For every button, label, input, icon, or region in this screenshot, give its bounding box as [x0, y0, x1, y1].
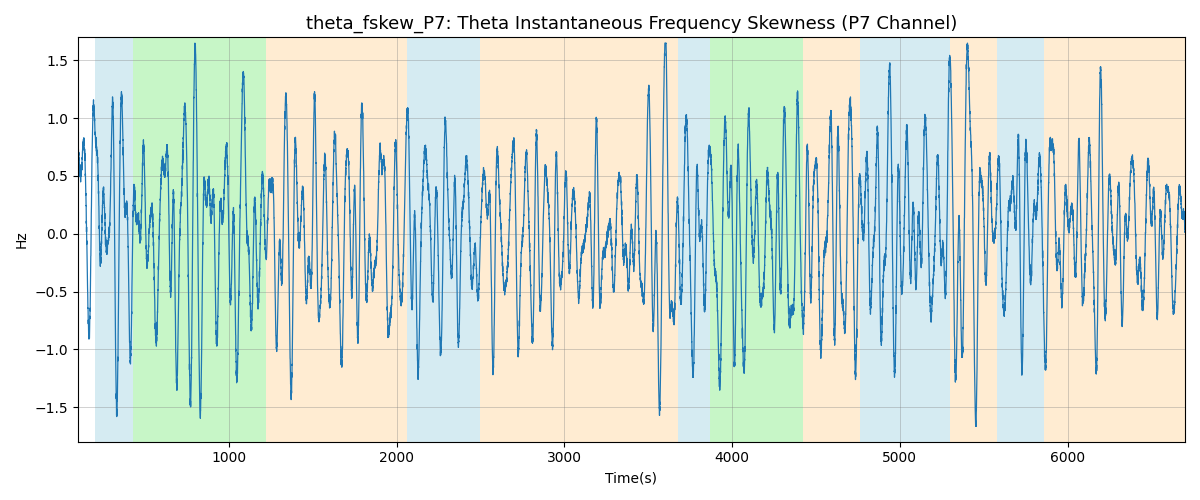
- Bar: [95, 38, 133, 442]
- Bar: [480, 38, 678, 442]
- Bar: [1044, 38, 1186, 442]
- Bar: [265, 38, 407, 442]
- Bar: [710, 38, 803, 442]
- Bar: [997, 38, 1044, 442]
- Y-axis label: Hz: Hz: [14, 230, 29, 248]
- Bar: [950, 38, 997, 442]
- Bar: [859, 38, 950, 442]
- X-axis label: Time(s): Time(s): [606, 471, 658, 485]
- Title: theta_fskew_P7: Theta Instantaneous Frequency Skewness (P7 Channel): theta_fskew_P7: Theta Instantaneous Freq…: [306, 15, 958, 34]
- Bar: [803, 38, 859, 442]
- Bar: [678, 38, 710, 442]
- Bar: [133, 38, 265, 442]
- Bar: [407, 38, 480, 442]
